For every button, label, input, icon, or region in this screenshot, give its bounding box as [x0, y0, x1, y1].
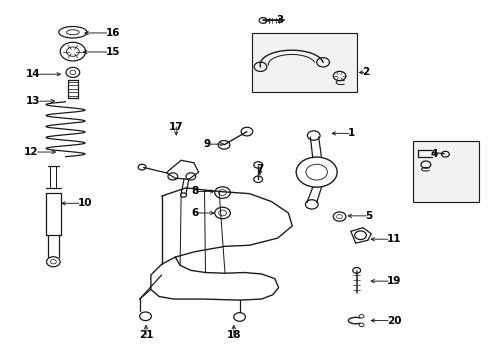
Bar: [412, 140, 478, 202]
Text: 5: 5: [365, 211, 372, 221]
Text: 1: 1: [347, 129, 354, 138]
Text: 19: 19: [386, 276, 401, 286]
Text: 17: 17: [168, 122, 183, 132]
Text: 3: 3: [276, 15, 283, 26]
Text: 13: 13: [26, 96, 41, 106]
Text: 12: 12: [24, 147, 39, 157]
Text: 18: 18: [226, 330, 241, 340]
Text: 7: 7: [256, 164, 263, 174]
Text: 11: 11: [386, 234, 401, 244]
Text: 2: 2: [362, 67, 369, 77]
Text: 4: 4: [429, 149, 436, 159]
Text: 10: 10: [78, 198, 92, 208]
Bar: [251, 33, 356, 92]
Text: 21: 21: [139, 330, 153, 340]
Text: 9: 9: [203, 139, 210, 149]
Text: 20: 20: [386, 316, 401, 325]
Text: 8: 8: [190, 186, 198, 197]
Text: 15: 15: [105, 47, 120, 57]
Text: 16: 16: [105, 28, 120, 38]
Text: 6: 6: [190, 208, 198, 218]
Text: 14: 14: [26, 69, 41, 79]
